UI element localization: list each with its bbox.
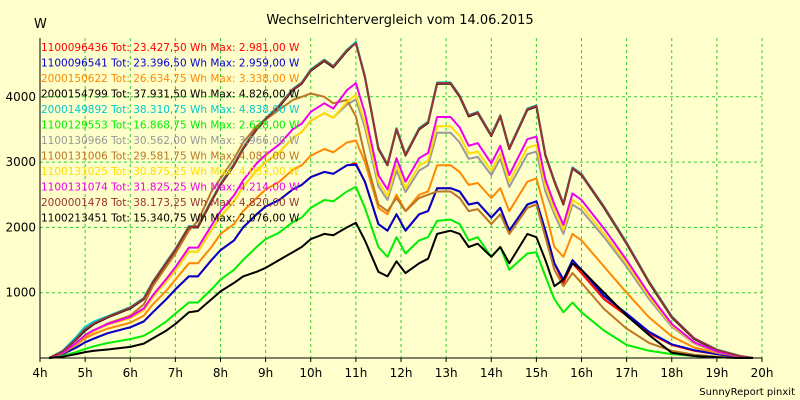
x-tick-label: 8h [213, 366, 228, 380]
legend-entry-2000149892: 2000149892 Tot: 38.310,75 Wh Max: 4.838,… [41, 104, 300, 116]
y-tick-label: 1000 [5, 286, 36, 300]
y-tick-label: 3000 [5, 155, 36, 169]
x-tick-label: 15h [525, 366, 548, 380]
legend-entry-1100131025: 1100131025 Tot: 30.875,25 Wh Max: 4.033,… [41, 166, 300, 178]
grid-lines [40, 38, 763, 358]
series-line-1100131074 [48, 82, 754, 359]
legend-entry-1100096541: 1100096541 Tot: 23.396,50 Wh Max: 2.959,… [41, 58, 300, 70]
x-tick-label: 19h [705, 366, 728, 380]
legend-entry-1100129553: 1100129553 Tot: 16.868,75 Wh Max: 2.628,… [41, 120, 300, 132]
y-axis-ticks: 1000 2000 3000 4000 [5, 90, 36, 300]
series-line-1100131025 [48, 93, 754, 359]
x-tick-label: 16h [570, 366, 593, 380]
legend: 1100096436 Tot: 23.427,50 Wh Max: 2.981,… [41, 42, 300, 225]
x-tick-label: 12h [390, 366, 413, 380]
y-tick-label: 4000 [5, 90, 36, 104]
chart-title: Wechselrichtervergleich vom 14.06.2015 [266, 13, 533, 28]
legend-entry-1100096436: 1100096436 Tot: 23.427,50 Wh Max: 2.981,… [41, 42, 300, 54]
series-line-2000150622 [48, 139, 754, 359]
x-tick-label: 7h [168, 366, 183, 380]
y-axis-unit: W [34, 17, 47, 32]
x-tick-label: 10h [299, 366, 322, 380]
legend-entry-2000154799: 2000154799 Tot: 37.931,50 Wh Max: 4.826,… [41, 89, 300, 101]
series-line-1100096541 [48, 163, 754, 359]
legend-entry-2000150622: 2000150622 Tot: 26.634,75 Wh Max: 3.338,… [41, 73, 300, 85]
series-line-1100213451 [48, 221, 753, 359]
y-tick-label: 2000 [5, 220, 36, 234]
series-line-1100129553 [48, 185, 753, 359]
x-tick-label: 17h [615, 366, 638, 380]
legend-entry-1100213451: 1100213451 Tot: 15.340,75 Wh Max: 2.076,… [41, 213, 300, 225]
x-tick-label: 13h [435, 366, 458, 380]
x-tick-label: 18h [660, 366, 683, 380]
legend-entry-1100131074: 1100131074 Tot: 31.825,25 Wh Max: 4.214,… [41, 182, 300, 194]
series-lines [48, 40, 754, 359]
legend-entry-1100131006: 1100131006 Tot: 29.581,75 Wh Max: 4.087,… [41, 151, 300, 163]
x-axis-ticks: 4h 5h 6h 7h 8h 9h 10h 11h 12h 13h 14h 15h 16h 17h 18h 1… [32, 358, 773, 380]
x-tick-label: 14h [480, 366, 503, 380]
x-tick-label: 20h [751, 366, 774, 380]
series-line-2000001478 [48, 42, 754, 359]
footer-credit: SunnyReport pinxit [699, 387, 795, 398]
x-tick-label: 5h [78, 366, 93, 380]
series-line-1100131006 [48, 92, 753, 359]
x-tick-label: 9h [258, 366, 273, 380]
legend-entry-2000001478: 2000001478 Tot: 38.173,25 Wh Max: 4.820,… [41, 197, 300, 209]
legend-entry-1100130966: 1100130966 Tot: 30.562,00 Wh Max: 3.966,… [41, 135, 300, 147]
x-tick-label: 4h [32, 366, 47, 380]
x-tick-label: 11h [344, 366, 367, 380]
x-tick-label: 6h [123, 366, 138, 380]
